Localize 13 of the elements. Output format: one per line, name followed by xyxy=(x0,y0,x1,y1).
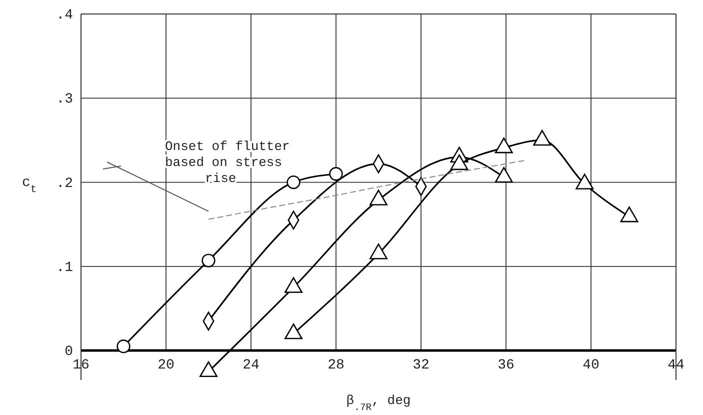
x-tick-label: 28 xyxy=(328,357,344,374)
y-tick-label: 0 xyxy=(64,344,73,360)
y-tick-label: .4 xyxy=(56,7,73,24)
y-tick-label: .2 xyxy=(56,176,73,192)
x-tick-label: 24 xyxy=(242,357,260,374)
y-tick-label: .1 xyxy=(56,260,73,276)
x-axis-title: β$_{.7R}$, deg xyxy=(346,393,411,412)
x-tick-label: 40 xyxy=(582,357,600,374)
x-tick-label: 20 xyxy=(158,357,174,374)
x-tick-label: 32 xyxy=(412,357,430,374)
x-tick-label: 36 xyxy=(498,357,514,374)
y-axis-title: c$_{t}$ xyxy=(22,175,37,196)
y-tick-label: .3 xyxy=(56,92,73,108)
